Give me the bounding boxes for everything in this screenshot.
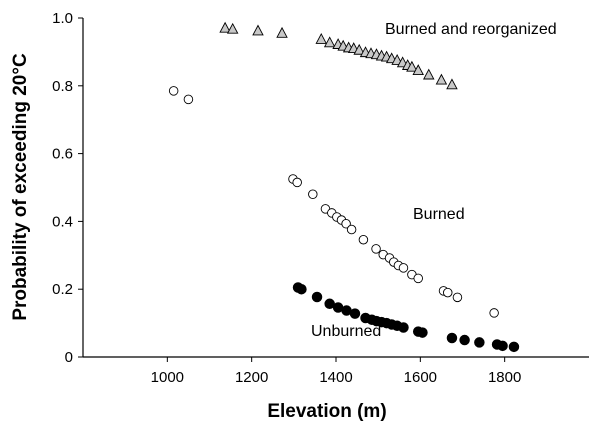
label-burned-and-reorganized: Burned and reorganized xyxy=(385,21,557,38)
filled-circle-point xyxy=(417,327,428,338)
open-circle-point xyxy=(308,189,318,200)
data-points xyxy=(168,21,520,353)
triangle-point xyxy=(252,24,264,36)
series-burned-and-reorganized xyxy=(219,21,458,90)
series-burned xyxy=(168,86,499,318)
triangle-point xyxy=(226,22,239,34)
open-circle-point xyxy=(371,244,381,254)
open-circle-point xyxy=(168,86,179,96)
y-tick-label: 0.2 xyxy=(52,281,73,298)
triangle-point xyxy=(353,43,365,55)
open-circle-point xyxy=(292,177,302,188)
open-circle-point xyxy=(442,287,453,298)
x-axis-title: Elevation (m) xyxy=(267,401,386,422)
x-tick-label: 1600 xyxy=(404,369,437,386)
open-circle-point xyxy=(341,219,351,229)
filled-circle-point xyxy=(349,308,361,319)
filled-circle-point xyxy=(398,322,409,333)
filled-circle-point xyxy=(474,337,485,348)
x-tick-label: 1200 xyxy=(235,369,268,386)
filled-circle-point xyxy=(296,283,307,295)
y-axis-ticks: 0 0.2 0.4 0.6 0.8 1.0 xyxy=(52,10,83,366)
triangle-point xyxy=(323,36,336,48)
y-axis-title: Probability of exceeding 20°C xyxy=(10,53,31,321)
open-circle-point xyxy=(489,308,499,318)
x-tick-label: 1400 xyxy=(319,369,352,386)
open-circle-point xyxy=(346,224,357,235)
triangle-point xyxy=(315,32,327,44)
triangle-point xyxy=(412,64,424,76)
filled-circle-point xyxy=(508,341,520,353)
triangle-point xyxy=(276,26,288,38)
y-tick-label: 0 xyxy=(65,349,73,366)
open-circle-point xyxy=(358,234,369,245)
filled-circle-point xyxy=(311,291,323,303)
filled-circle-point xyxy=(459,334,470,346)
triangle-point xyxy=(446,78,458,90)
filled-circle-point xyxy=(446,332,458,344)
x-tick-label: 1000 xyxy=(151,369,184,386)
label-unburned: Unburned xyxy=(311,323,381,340)
y-tick-label: 0.8 xyxy=(52,78,73,95)
triangle-point xyxy=(219,21,231,33)
open-circle-point xyxy=(452,292,463,303)
open-circle-point xyxy=(413,273,423,284)
series-unburned xyxy=(292,282,520,353)
triangle-point xyxy=(423,68,435,80)
x-axis-ticks: 1000 1200 1400 1600 1800 xyxy=(151,357,521,386)
triangle-point xyxy=(406,60,418,72)
x-tick-label: 1800 xyxy=(488,369,521,386)
y-tick-label: 0.4 xyxy=(52,213,73,230)
filled-circle-point xyxy=(497,340,508,352)
y-tick-label: 0.6 xyxy=(52,146,73,163)
label-burned: Burned xyxy=(413,206,465,223)
open-circle-point xyxy=(398,263,409,273)
triangle-point xyxy=(435,73,448,85)
open-circle-point xyxy=(183,94,194,105)
y-tick-label: 1.0 xyxy=(52,10,73,27)
